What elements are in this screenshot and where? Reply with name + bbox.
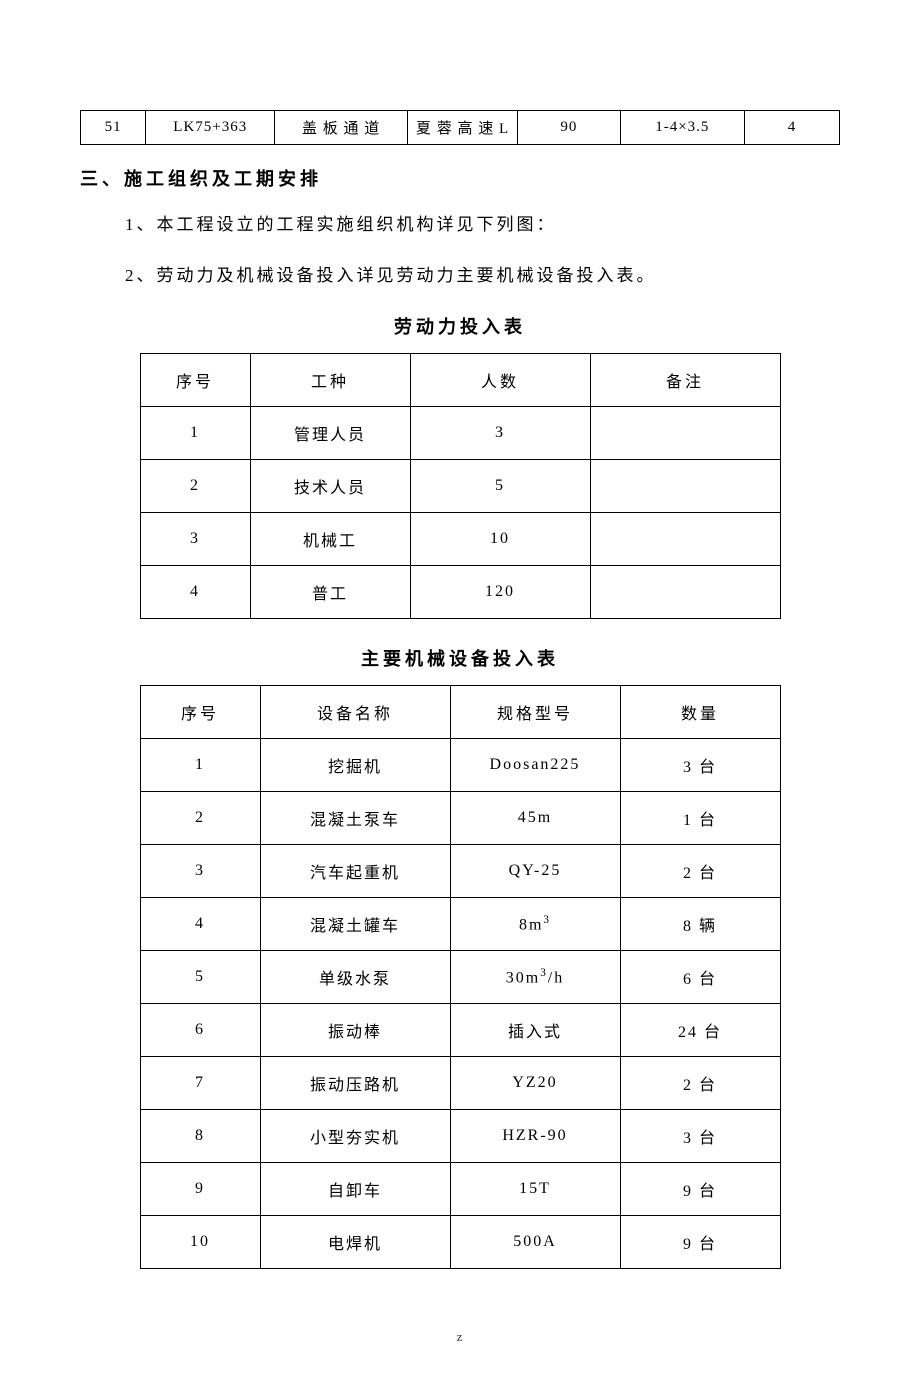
labor-table-cell: 10 [410,513,590,566]
labor-table-header-row: 序号 工种 人数 备注 [140,354,780,407]
labor-table-cell: 2 [140,460,250,513]
labor-table-row: 2技术人员5 [140,460,780,513]
equipment-table-cell: 2 台 [620,1057,780,1110]
equipment-table-row: 4混凝土罐车8m38 辆 [140,898,780,951]
equipment-table-cell: Doosan225 [450,739,620,792]
equipment-table-cell: 500A [450,1216,620,1269]
equipment-table-cell: 2 台 [620,845,780,898]
labor-table-cell: 机械工 [250,513,410,566]
labor-table-cell: 4 [140,566,250,619]
equipment-table-cell: 1 [140,739,260,792]
labor-table-cell: 技术人员 [250,460,410,513]
equip-col-header: 规格型号 [450,686,620,739]
equipment-table-cell: 10 [140,1216,260,1269]
top-fragment-table: 51 LK75+363 盖 板 通 道 夏 蓉 高 速 L 90 1-4×3.5… [80,110,840,145]
equipment-table-cell: 混凝土泵车 [260,792,450,845]
equipment-table-row: 2混凝土泵车45m1 台 [140,792,780,845]
document-page: 51 LK75+363 盖 板 通 道 夏 蓉 高 速 L 90 1-4×3.5… [0,0,920,1385]
equipment-table-row: 5单级水泵30m3/h6 台 [140,951,780,1004]
equipment-table-cell: 8 辆 [620,898,780,951]
top-cell-1: 51 [81,111,146,145]
labor-table-cell: 管理人员 [250,407,410,460]
equipment-table-cell: 4 [140,898,260,951]
equipment-table-cell: 30m3/h [450,951,620,1004]
labor-col-header: 人数 [410,354,590,407]
equipment-table-cell: 5 [140,951,260,1004]
top-cell-5: 90 [518,111,620,145]
paragraph-1: 1、本工程设立的工程实施组织机构详见下列图： [125,211,840,238]
equipment-table-cell: 挖掘机 [260,739,450,792]
equipment-table-cell: 振动棒 [260,1004,450,1057]
equipment-table-cell: 2 [140,792,260,845]
labor-table-cell [590,513,780,566]
labor-col-header: 工种 [250,354,410,407]
labor-col-header: 备注 [590,354,780,407]
equipment-table-cell: 电焊机 [260,1216,450,1269]
labor-table-title: 劳动力投入表 [80,313,840,339]
labor-table-cell: 3 [140,513,250,566]
equipment-table-cell: 混凝土罐车 [260,898,450,951]
page-footer: z [80,1329,840,1345]
equipment-table-row: 7振动压路机YZ202 台 [140,1057,780,1110]
equipment-table-header-row: 序号 设备名称 规格型号 数量 [140,686,780,739]
equipment-table-title: 主要机械设备投入表 [80,645,840,671]
labor-table-cell: 120 [410,566,590,619]
equipment-table-row: 1挖掘机Doosan2253 台 [140,739,780,792]
equipment-table-row: 9自卸车15T9 台 [140,1163,780,1216]
top-cell-4: 夏 蓉 高 速 L [408,111,518,145]
top-cell-7: 4 [745,111,840,145]
labor-table-cell [590,407,780,460]
equipment-table-row: 3汽车起重机QY-252 台 [140,845,780,898]
equipment-table: 序号 设备名称 规格型号 数量 1挖掘机Doosan2253 台2混凝土泵车45… [140,685,781,1269]
paragraph-2: 2、劳动力及机械设备投入详见劳动力主要机械设备投入表。 [125,262,840,289]
equipment-table-cell: YZ20 [450,1057,620,1110]
labor-table-row: 4普工120 [140,566,780,619]
equipment-table-row: 8小型夯实机HZR-903 台 [140,1110,780,1163]
equipment-table-cell: QY-25 [450,845,620,898]
equipment-table-cell: 6 [140,1004,260,1057]
top-fragment-row: 51 LK75+363 盖 板 通 道 夏 蓉 高 速 L 90 1-4×3.5… [81,111,840,145]
equipment-table-cell: 9 台 [620,1216,780,1269]
equipment-table-row: 10电焊机500A9 台 [140,1216,780,1269]
equipment-table-cell: 8m3 [450,898,620,951]
top-cell-6: 1-4×3.5 [620,111,744,145]
labor-table-cell: 普工 [250,566,410,619]
equipment-table-cell: 6 台 [620,951,780,1004]
top-cell-3: 盖 板 通 道 [275,111,408,145]
top-cell-2: LK75+363 [146,111,275,145]
equipment-table-cell: 9 [140,1163,260,1216]
equipment-table-cell: 9 台 [620,1163,780,1216]
equipment-table-cell: 插入式 [450,1004,620,1057]
equipment-table-cell: 24 台 [620,1004,780,1057]
equip-col-header: 设备名称 [260,686,450,739]
equipment-table-cell: 3 [140,845,260,898]
equipment-table-cell: 自卸车 [260,1163,450,1216]
equipment-table-cell: 小型夯实机 [260,1110,450,1163]
equipment-table-cell: 1 台 [620,792,780,845]
labor-table-row: 3机械工10 [140,513,780,566]
equipment-table-row: 6振动棒插入式24 台 [140,1004,780,1057]
labor-table-cell [590,566,780,619]
equipment-table-cell: 单级水泵 [260,951,450,1004]
section-heading: 三、施工组织及工期安排 [80,165,840,191]
labor-table-row: 1管理人员3 [140,407,780,460]
equipment-table-cell: 3 台 [620,739,780,792]
labor-table-cell [590,460,780,513]
equipment-table-cell: 3 台 [620,1110,780,1163]
equipment-table-cell: 汽车起重机 [260,845,450,898]
equipment-table-cell: 7 [140,1057,260,1110]
labor-col-header: 序号 [140,354,250,407]
labor-table-cell: 5 [410,460,590,513]
labor-table-cell: 3 [410,407,590,460]
equipment-table-cell: 45m [450,792,620,845]
equip-col-header: 数量 [620,686,780,739]
labor-table: 序号 工种 人数 备注 1管理人员32技术人员53机械工104普工120 [140,353,781,619]
equip-col-header: 序号 [140,686,260,739]
equipment-table-cell: 15T [450,1163,620,1216]
equipment-table-cell: 8 [140,1110,260,1163]
equipment-table-cell: HZR-90 [450,1110,620,1163]
labor-table-cell: 1 [140,407,250,460]
equipment-table-cell: 振动压路机 [260,1057,450,1110]
